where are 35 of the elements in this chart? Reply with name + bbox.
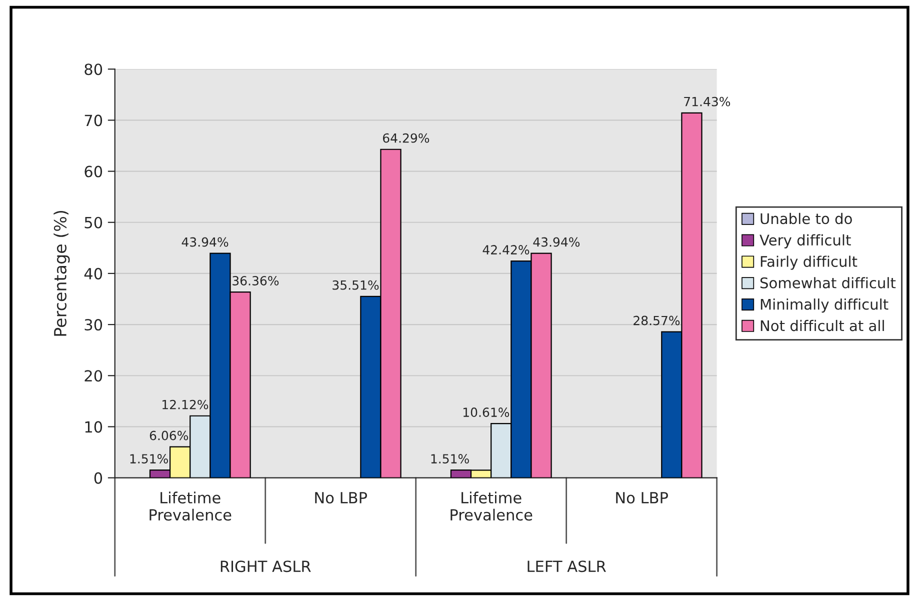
y-tick-label: 40 <box>84 268 102 280</box>
legend-label: Unable to do <box>760 212 852 224</box>
data-label: 43.94% <box>533 237 580 247</box>
x-tick-label: No LBP <box>315 492 367 504</box>
data-label: 36.36% <box>232 276 279 286</box>
data-label: 6.06% <box>150 430 188 440</box>
y-tick-label: 50 <box>84 216 102 228</box>
y-tick-label: 70 <box>84 114 102 126</box>
y-axis-title: Percentage (%) <box>54 210 70 336</box>
y-tick-label: 0 <box>94 472 102 484</box>
data-label: 12.12% <box>162 400 208 410</box>
data-label: 1.51% <box>431 454 469 464</box>
y-tick-label: 80 <box>84 64 102 76</box>
data-label: 35.51% <box>332 280 379 290</box>
data-label: 28.57% <box>634 316 680 326</box>
y-tick-label: 20 <box>84 370 102 382</box>
x-tick-label: Lifetime Prevalence <box>450 492 532 521</box>
y-tick-label: 10 <box>85 421 102 433</box>
data-label: 71.43% <box>684 96 730 106</box>
y-tick-label: 30 <box>84 319 102 331</box>
x-tick-label: Lifetime Prevalence <box>150 492 232 521</box>
data-label: 1.51% <box>130 454 168 464</box>
data-label: 43.94% <box>182 237 228 247</box>
y-tick-label: 60 <box>84 166 102 178</box>
legend-label: Somewhat difficult <box>760 277 896 288</box>
legend-label: Very difficult <box>760 234 851 248</box>
legend-label: Minimally difficult <box>760 298 888 313</box>
text: LEFT ASLR <box>528 560 606 572</box>
data-label: 10.61% <box>463 408 510 418</box>
data-label: 64.29% <box>382 133 430 143</box>
x-tick-label: No LBP <box>616 492 668 504</box>
data-label: 42.42% <box>482 245 530 255</box>
legend-label: Not difficult at all <box>760 320 884 332</box>
legend-label: Fairly difficult <box>760 256 858 270</box>
text: RIGHT ASLR <box>220 560 311 572</box>
